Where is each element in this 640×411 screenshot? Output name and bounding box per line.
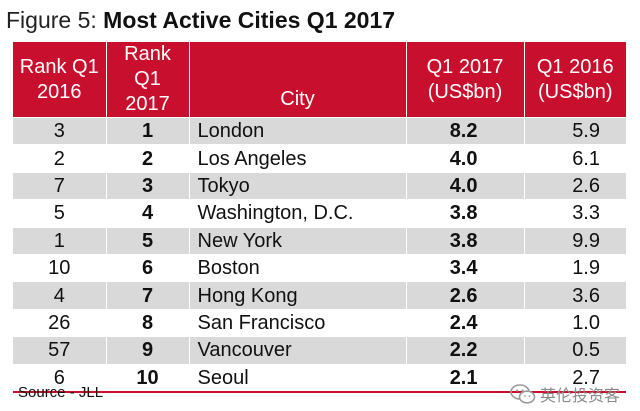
cell-city: Hong Kong (189, 281, 407, 310)
table-row: 10 6 Boston 3.4 1.9 (13, 254, 626, 282)
cell-city: Boston (189, 254, 407, 282)
cell-rank-2016: 3 (13, 117, 107, 145)
cell-city: New York (189, 227, 407, 255)
cell-rank-2017: 6 (106, 254, 190, 282)
cell-q1-2017: 2.1 (406, 364, 525, 392)
cell-rank-2016: 2 (13, 144, 107, 173)
cell-rank-2017: 2 (106, 144, 190, 173)
cell-q1-2016: 0.5 (572, 339, 600, 362)
table-row: 7 3 Tokyo 4.0 2.6 (13, 172, 626, 200)
table-title: Most Active Cities Q1 2017 (103, 7, 396, 33)
cell-q1-2016: 1.0 (572, 311, 600, 334)
cell-q1-2017: 4.0 (406, 172, 525, 200)
cell-rank-2017: 5 (106, 227, 190, 255)
cell-rank-2017: 3 (106, 172, 190, 200)
cell-q1-2016: 1.9 (572, 257, 600, 280)
cell-q1-2016: 6.1 (572, 147, 600, 170)
cell-city: Los Angeles (189, 144, 407, 173)
figure-title: Figure 5: Most Active Cities Q1 2017 (6, 6, 395, 34)
cell-rank-2016: 6 (13, 364, 107, 392)
col-header-rank-2017: Rank Q1 2017 (106, 42, 190, 118)
most-active-cities-table: Rank Q1 2016 Rank Q1 2017 City Q1 2017 (… (13, 42, 626, 393)
cell-q1-2017: 2.2 (406, 336, 525, 365)
cell-rank-2017: 1 (106, 117, 190, 145)
watermark: 英伦投资客 (510, 382, 620, 406)
cell-rank-2016: 4 (13, 281, 107, 310)
cell-q1-2016: 2.7 (572, 366, 600, 389)
cell-rank-2017: 9 (106, 336, 190, 365)
cell-q1-2017: 3.4 (406, 254, 525, 282)
cell-rank-2016: 1 (13, 227, 107, 255)
cell-q1-2017: 3.8 (406, 199, 525, 228)
cell-q1-2017: 8.2 (406, 117, 525, 145)
cell-q1-2016: 2.6 (572, 174, 600, 197)
table-row: 3 1 London 8.2 5.9 (13, 117, 626, 145)
cell-rank-2016: 5 (13, 199, 107, 228)
cell-q1-2017: 2.4 (406, 309, 525, 337)
col-header-city: City (189, 42, 407, 118)
table-row: 2 2 Los Angeles 4.0 6.1 (13, 144, 626, 173)
cell-rank-2017: 10 (106, 364, 190, 392)
cell-city: Tokyo (189, 172, 407, 200)
cell-q1-2016: 9.9 (572, 229, 600, 252)
cell-q1-2017: 4.0 (406, 144, 525, 173)
cell-rank-2016: 7 (13, 172, 107, 200)
cell-q1-2017: 2.6 (406, 281, 525, 310)
table-row: 1 5 New York 3.8 9.9 (13, 227, 626, 255)
figure-number: Figure 5: (6, 7, 104, 33)
cell-rank-2017: 4 (106, 199, 190, 228)
col-header-q1-2016: Q1 2016 (US$bn) (536, 55, 614, 103)
table-row: 4 7 Hong Kong 2.6 3.6 (13, 281, 626, 310)
source-note: Source - JLL (18, 384, 104, 401)
table-row: 57 9 Vancouver 2.2 0.5 (13, 336, 626, 365)
col-header-q1-2017: Q1 2017 (US$bn) (406, 42, 525, 118)
cell-q1-2017: 3.8 (406, 227, 525, 255)
cell-rank-2017: 7 (106, 281, 190, 310)
col-header-rank-2016: Rank Q1 2016 (13, 42, 107, 118)
cell-rank-2016: 10 (13, 254, 107, 282)
cell-city: Vancouver (189, 336, 407, 365)
cell-city: San Francisco (189, 309, 407, 337)
cell-rank-2016: 26 (13, 309, 107, 337)
table-row: 5 4 Washington, D.C. 3.8 3.3 (13, 199, 626, 228)
cell-q1-2016: 3.6 (572, 284, 600, 307)
cell-rank-2016: 57 (13, 336, 107, 365)
cell-city: London (189, 117, 407, 145)
watermark-text: 英伦投资客 (540, 388, 621, 405)
table-row: 6 10 Seoul 2.1 2.7 (13, 364, 626, 392)
cell-q1-2016: 5.9 (572, 120, 600, 143)
table-row: 26 8 San Francisco 2.4 1.0 (13, 309, 626, 337)
cell-rank-2017: 8 (106, 309, 190, 337)
cell-city: Washington, D.C. (189, 199, 407, 228)
cell-q1-2016: 3.3 (572, 202, 600, 225)
header-row: Rank Q1 2016 Rank Q1 2017 City Q1 2017 (… (13, 42, 626, 118)
wechat-logo-icon (510, 384, 536, 404)
cell-city: Seoul (189, 364, 407, 392)
table-body: 3 1 London 8.2 5.9 2 2 Los Angeles 4.0 6.1 7 3 Tokyo… (13, 117, 626, 392)
